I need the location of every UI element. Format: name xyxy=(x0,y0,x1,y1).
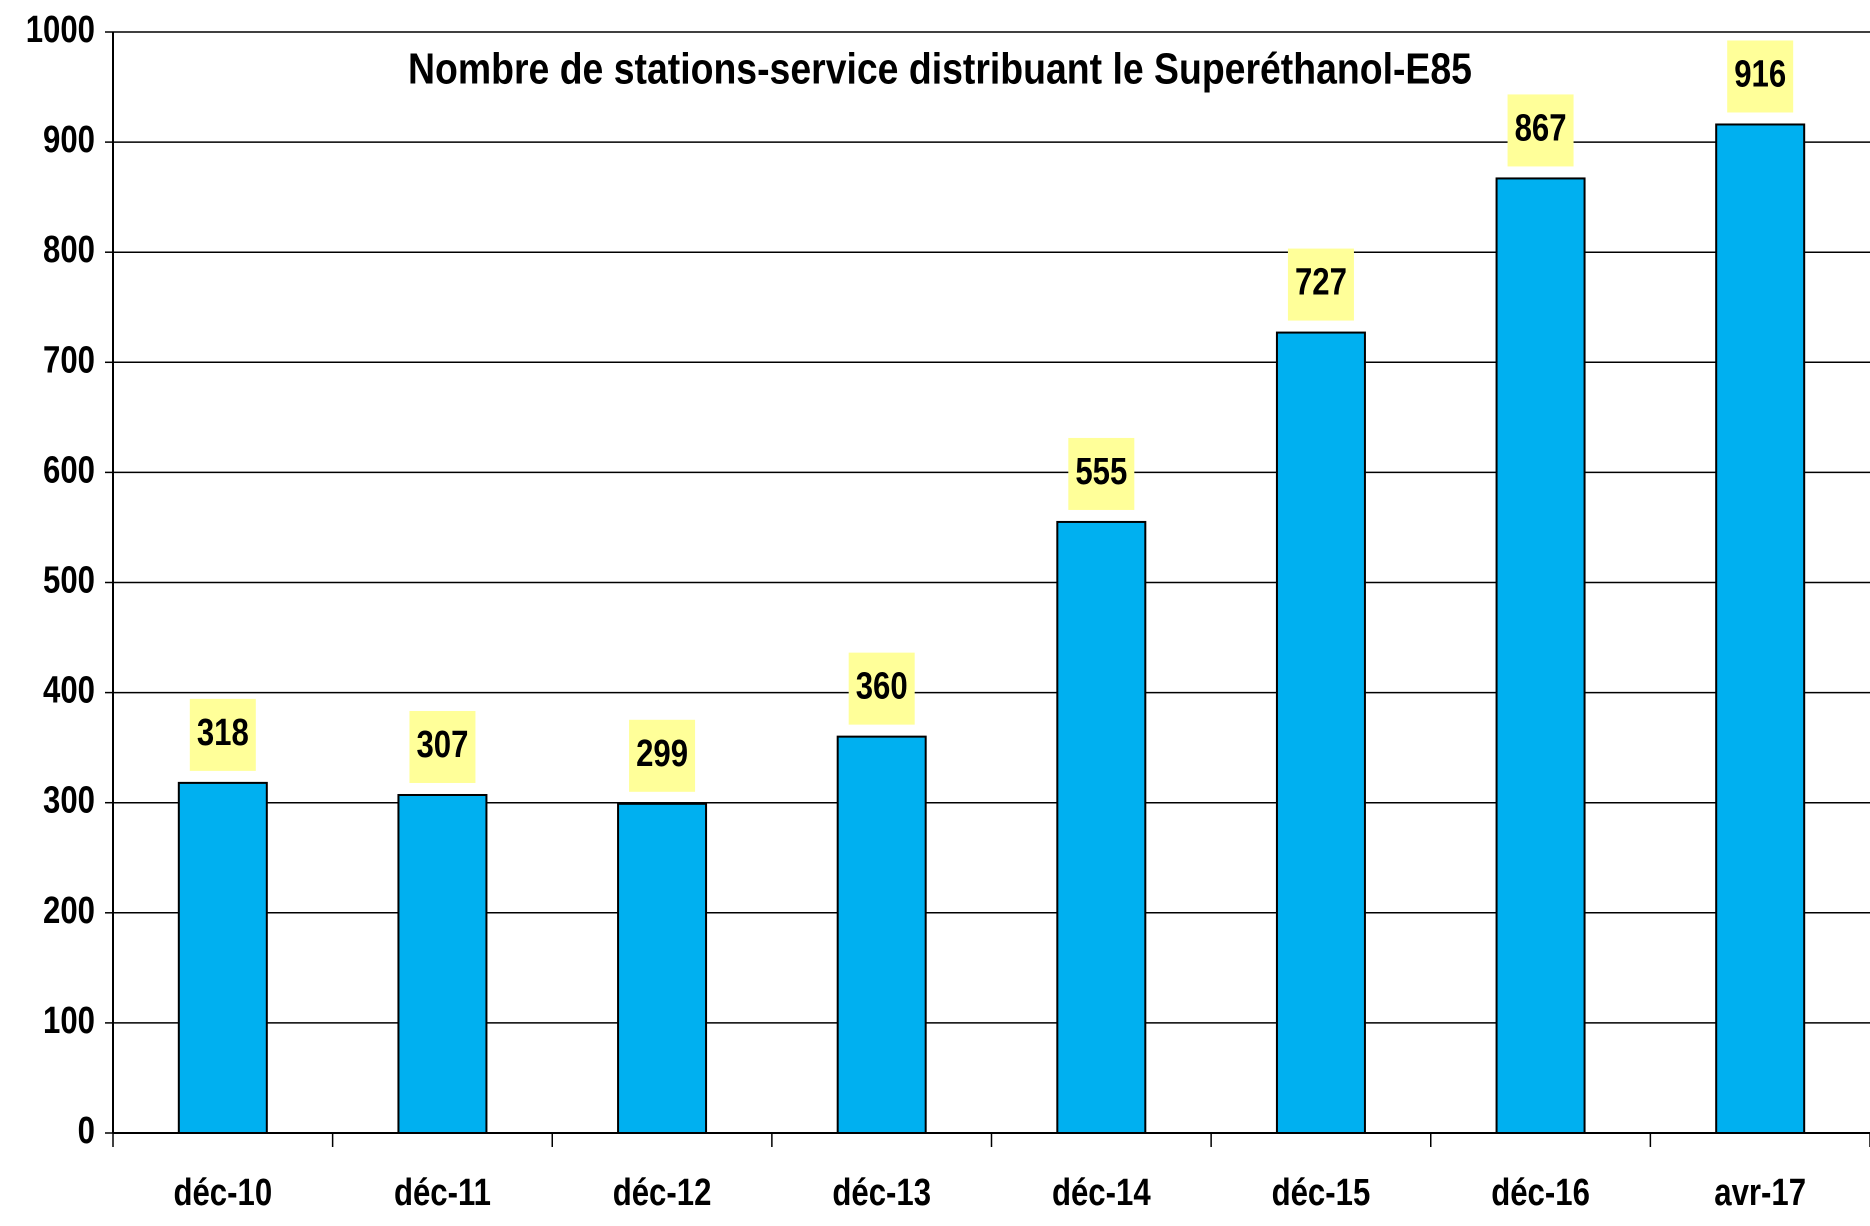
value-label-background xyxy=(1727,40,1794,113)
y-tick-label: 0 xyxy=(78,1110,95,1152)
bar xyxy=(836,735,927,1134)
bar xyxy=(177,781,268,1135)
bar xyxy=(617,802,708,1135)
value-label: 727 xyxy=(1295,262,1347,304)
y-tick-label: 600 xyxy=(43,450,95,492)
y-tick-label: 800 xyxy=(43,229,95,271)
x-tick-label: déc-16 xyxy=(1491,1172,1590,1214)
bar xyxy=(1715,123,1806,1134)
y-tick-label: 200 xyxy=(43,890,95,932)
value-label-background xyxy=(1068,437,1135,510)
x-tick-label: avr-17 xyxy=(1714,1172,1806,1214)
value-label-background xyxy=(1287,248,1354,321)
chart-title: Nombre de stations-service distribuant l… xyxy=(408,44,1472,94)
bar xyxy=(397,793,488,1134)
value-label-background xyxy=(409,710,476,783)
bar xyxy=(1056,520,1147,1134)
y-tick-label: 900 xyxy=(43,119,95,161)
bar xyxy=(1495,177,1586,1135)
y-tick-label: 300 xyxy=(43,780,95,822)
y-tick-label: 500 xyxy=(43,560,95,602)
value-label: 299 xyxy=(636,733,688,775)
x-tick-label: déc-11 xyxy=(394,1172,491,1214)
value-label: 307 xyxy=(416,724,468,766)
value-label: 916 xyxy=(1734,54,1786,96)
value-label: 318 xyxy=(197,712,249,754)
value-label: 360 xyxy=(856,666,908,708)
x-tick-label: déc-14 xyxy=(1052,1172,1151,1214)
value-label-background xyxy=(189,698,256,771)
value-label-background xyxy=(1507,94,1574,167)
x-tick-label: déc-10 xyxy=(173,1172,272,1214)
x-tick-label: déc-15 xyxy=(1272,1172,1371,1214)
value-label-background xyxy=(848,652,915,725)
x-tick-label: déc-12 xyxy=(613,1172,712,1214)
bar xyxy=(1275,331,1366,1134)
value-label-background xyxy=(629,719,696,792)
value-label: 867 xyxy=(1515,108,1567,150)
y-tick-label: 100 xyxy=(43,1000,95,1042)
x-tick-label: déc-13 xyxy=(832,1172,931,1214)
value-label: 555 xyxy=(1075,451,1127,493)
y-tick-label: 1000 xyxy=(26,9,95,51)
y-tick-label: 400 xyxy=(43,670,95,712)
y-tick-label: 700 xyxy=(43,340,95,382)
